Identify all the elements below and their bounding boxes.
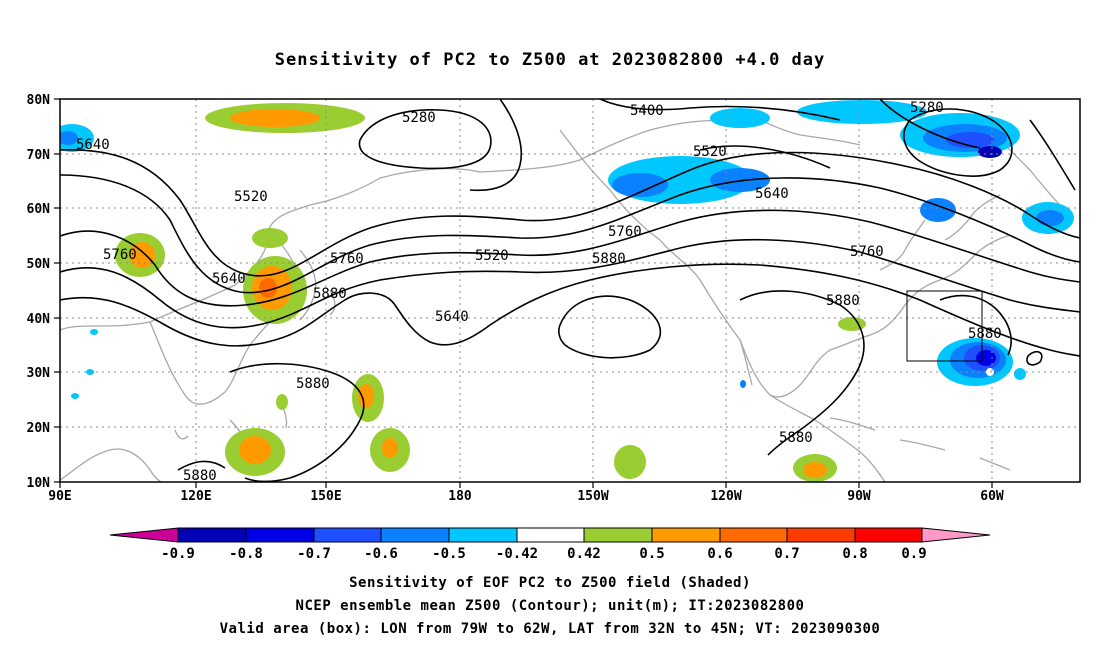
lon-label: 90W bbox=[847, 489, 871, 504]
colorbar-bin bbox=[651, 527, 721, 543]
z500-contours bbox=[60, 99, 1080, 482]
contour-label: 5640 bbox=[435, 309, 469, 325]
contour-label: 5400 bbox=[630, 103, 664, 119]
lon-label: 150W bbox=[577, 489, 608, 504]
contour-label: 5760 bbox=[330, 251, 364, 267]
lat-label: 80N bbox=[27, 93, 51, 108]
colorbar-label: -0.5 bbox=[432, 546, 466, 562]
contour-label: 5640 bbox=[212, 271, 246, 287]
contour-label: 5880 bbox=[313, 286, 347, 302]
lon-labels: 90E 120E 150E 180 150W 120W 90W 60W bbox=[48, 489, 1004, 504]
lat-label: 10N bbox=[27, 476, 51, 491]
valid-area-box bbox=[906, 290, 983, 362]
colorbar-label: 0.9 bbox=[901, 546, 926, 562]
colorbar-bin bbox=[786, 527, 856, 543]
colorbar-label: 0.5 bbox=[639, 546, 664, 562]
colorbar bbox=[109, 527, 991, 543]
colorbar-bin bbox=[380, 527, 450, 543]
lat-label: 30N bbox=[27, 366, 51, 381]
colorbar-bin bbox=[448, 527, 518, 543]
lat-label: 40N bbox=[27, 312, 51, 327]
colorbar-label: -0.9 bbox=[161, 546, 195, 562]
contour-label: 5880 bbox=[968, 326, 1002, 342]
colorbar-label: 0.7 bbox=[774, 546, 799, 562]
colorbar-bin bbox=[854, 527, 923, 543]
colorbar-label: 0.42 bbox=[567, 546, 601, 562]
lon-label: 120W bbox=[710, 489, 741, 504]
lat-label: 60N bbox=[27, 202, 51, 217]
lon-label: 60W bbox=[980, 489, 1004, 504]
coastlines bbox=[60, 109, 1061, 482]
contour-label: 5760 bbox=[103, 247, 137, 263]
contour-label: 5520 bbox=[693, 144, 727, 160]
colorbar-labels: -0.9 -0.8 -0.7 -0.6 -0.5 -0.42 0.42 0.5 … bbox=[161, 546, 927, 562]
colorbar-bin bbox=[719, 527, 788, 543]
contour-label: 5880 bbox=[296, 376, 330, 392]
contour-label: 5760 bbox=[850, 244, 884, 260]
plot-frame bbox=[59, 98, 1081, 483]
lon-label: 180 bbox=[448, 489, 472, 504]
colorbar-label: -0.7 bbox=[297, 546, 331, 562]
lon-label: 150E bbox=[310, 489, 341, 504]
colorbar-triangle-left bbox=[109, 527, 179, 543]
contour-label: 5760 bbox=[608, 224, 642, 240]
lat-labels: 80N 70N 60N 50N 40N 30N 20N 10N bbox=[27, 93, 51, 491]
colorbar-bin bbox=[583, 527, 653, 543]
lat-label: 70N bbox=[27, 148, 51, 163]
contour-label: 5880 bbox=[826, 293, 860, 309]
caption-shading: Sensitivity of EOF PC2 to Z500 field (Sh… bbox=[349, 575, 751, 591]
contour-label: 5640 bbox=[755, 186, 789, 202]
contour-label: 5640 bbox=[76, 137, 110, 153]
map-title: Sensitivity of PC2 to Z500 at 2023082800… bbox=[274, 50, 826, 70]
lon-label: 90E bbox=[48, 489, 71, 504]
colorbar-bin bbox=[516, 527, 585, 543]
colorbar-bin bbox=[177, 527, 247, 543]
contour-label: 5280 bbox=[910, 100, 944, 116]
lat-label: 20N bbox=[27, 421, 51, 436]
contour-label: 5880 bbox=[779, 430, 813, 446]
colorbar-label: 0.6 bbox=[707, 546, 732, 562]
colorbar-triangle-right bbox=[921, 527, 991, 543]
contour-label: 5880 bbox=[183, 468, 217, 484]
colorbar-label: -0.42 bbox=[496, 546, 538, 562]
contour-label: 5880 bbox=[592, 251, 626, 267]
contour-label: 5280 bbox=[402, 110, 436, 126]
colorbar-label: -0.6 bbox=[364, 546, 398, 562]
caption-valid-area: Valid area (box): LON from 79W to 62W, L… bbox=[219, 621, 881, 637]
contour-label: 5520 bbox=[475, 248, 509, 264]
caption-contour: NCEP ensemble mean Z500 (Contour); unit(… bbox=[295, 598, 805, 614]
contour-label: 5520 bbox=[234, 189, 268, 205]
lat-label: 50N bbox=[27, 257, 51, 272]
contour-labels: 5640 5520 5760 5640 5880 5280 5520 5760 … bbox=[76, 100, 1002, 484]
sensitivity-shading bbox=[60, 100, 1074, 482]
axis-ticks bbox=[54, 98, 993, 488]
lon-label: 120E bbox=[180, 489, 211, 504]
colorbar-label: 0.8 bbox=[842, 546, 867, 562]
colorbar-bin bbox=[313, 527, 382, 543]
colorbar-label: -0.8 bbox=[229, 546, 263, 562]
colorbar-bin bbox=[245, 527, 315, 543]
